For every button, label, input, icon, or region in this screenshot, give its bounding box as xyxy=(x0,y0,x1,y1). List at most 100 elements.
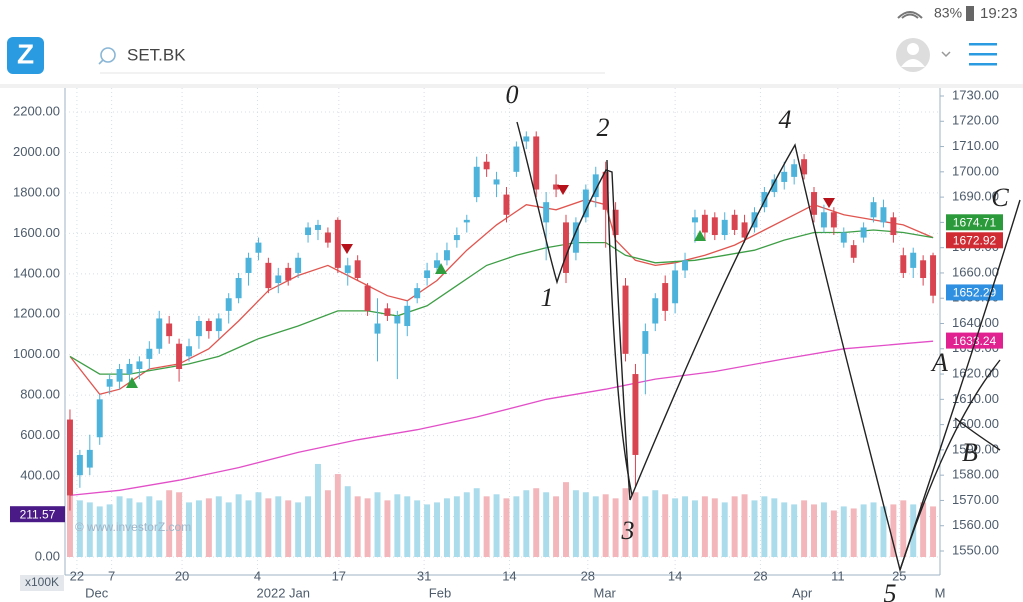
candle-body xyxy=(910,252,917,268)
volume-bar xyxy=(811,504,817,557)
volume-bar xyxy=(612,498,619,557)
avatar-dropdown[interactable] xyxy=(941,51,951,58)
volume-bar xyxy=(642,496,649,557)
volume-bar xyxy=(672,498,679,557)
volume-bar xyxy=(285,500,292,557)
price-tag-label: 1672.92 xyxy=(953,233,997,247)
avatar-body xyxy=(901,59,925,67)
volume-bar xyxy=(186,502,192,557)
candle-body xyxy=(344,265,351,273)
candle-body xyxy=(275,275,282,284)
volume-bar xyxy=(751,500,758,557)
candle-body xyxy=(205,320,212,332)
sell-signal xyxy=(557,185,569,195)
volume-bar xyxy=(354,496,361,557)
buy-signal xyxy=(435,263,447,274)
volume-bar xyxy=(533,488,540,557)
candle-body xyxy=(533,136,540,190)
candle-body xyxy=(96,399,103,438)
candle-body xyxy=(830,212,837,228)
avatar-head xyxy=(907,43,919,55)
x-tick-label: 20 xyxy=(175,568,189,583)
watermark: © www.investorZ.com xyxy=(75,520,191,534)
candle-body xyxy=(424,270,431,278)
logo[interactable] xyxy=(7,37,44,74)
candle-body xyxy=(195,320,202,337)
hand-note: A xyxy=(930,348,948,377)
app-bar: Z SET.BK xyxy=(0,37,1023,88)
volume-bar xyxy=(176,492,183,557)
y2-tick-label: 1690.00 xyxy=(952,189,999,204)
y2-tick-label: 1640.00 xyxy=(952,315,999,330)
month-label: 2022 Jan xyxy=(257,585,311,600)
candle-body xyxy=(503,194,510,215)
volume-bar xyxy=(850,508,857,557)
candle-body xyxy=(850,245,857,258)
month-label: Apr xyxy=(792,585,813,600)
x-tick-label: 4 xyxy=(254,568,261,583)
volume-bar xyxy=(384,500,391,557)
volume-bar xyxy=(235,494,242,557)
volume-tag xyxy=(10,506,65,523)
candle-body xyxy=(731,214,738,230)
volume-bar xyxy=(830,510,837,557)
x-tick-label: 17 xyxy=(332,568,346,583)
candle-body xyxy=(890,217,897,236)
volume-bar xyxy=(414,500,421,557)
menu-button[interactable] xyxy=(969,43,997,66)
candle-body xyxy=(781,171,788,182)
volume-bar xyxy=(691,500,698,557)
candle-body xyxy=(493,179,500,185)
volume-bar xyxy=(731,496,738,557)
y2-tick-label: 1730.00 xyxy=(952,87,999,102)
volume-bar xyxy=(662,494,669,557)
annotations: 0 1 2 3 4 5 A B C xyxy=(506,80,1010,602)
chart: 0.00200.00400.00600.00800.001000.001200.… xyxy=(10,87,1003,600)
candle-body xyxy=(473,166,480,198)
candle-body xyxy=(711,217,718,236)
candle-body xyxy=(315,224,321,230)
candle-body xyxy=(672,270,679,304)
volume-bar xyxy=(870,502,877,557)
hand-note: 3 xyxy=(621,516,635,545)
volume-bar xyxy=(344,486,351,557)
candle-body xyxy=(176,343,183,369)
candle-body xyxy=(652,298,659,324)
candle-body xyxy=(245,257,252,273)
volume-bar xyxy=(315,463,321,557)
volume-bar xyxy=(443,498,450,557)
y-tick-label: 1000.00 xyxy=(13,346,60,361)
volume-bar xyxy=(801,500,808,557)
volume-unit: x100K xyxy=(25,575,59,589)
candle-body xyxy=(662,283,669,311)
y2-tick-label: 1580.00 xyxy=(952,467,999,482)
candle-body xyxy=(394,315,401,324)
candle-body xyxy=(592,174,599,198)
candle-body xyxy=(761,192,768,208)
search-input[interactable]: SET.BK xyxy=(127,45,186,64)
candle-body xyxy=(642,331,649,354)
search-icon-handle xyxy=(98,59,104,65)
volume-bar xyxy=(503,498,510,557)
battery-icon xyxy=(966,6,974,21)
candle-body xyxy=(166,323,173,337)
x-tick-label: 11 xyxy=(831,568,845,583)
wifi-icon xyxy=(897,11,923,19)
sell-signal xyxy=(823,198,835,208)
volume-bar xyxy=(632,492,639,557)
candle-body xyxy=(602,171,609,210)
candle-body xyxy=(285,267,292,281)
ma-line xyxy=(69,198,934,396)
candle-body xyxy=(930,255,937,296)
volume-bar xyxy=(305,496,312,557)
y2-tick-label: 1560.00 xyxy=(952,517,999,532)
volume-bar xyxy=(215,496,222,557)
volume-bar xyxy=(255,492,262,557)
candle-body xyxy=(771,179,778,193)
price-tag xyxy=(946,332,1003,349)
hand-note: 5 xyxy=(884,579,897,602)
status-bar: 83% 19:23 xyxy=(897,5,1018,22)
candle-body xyxy=(622,285,629,354)
volume-bar xyxy=(434,502,440,557)
volume-bar xyxy=(900,500,907,557)
